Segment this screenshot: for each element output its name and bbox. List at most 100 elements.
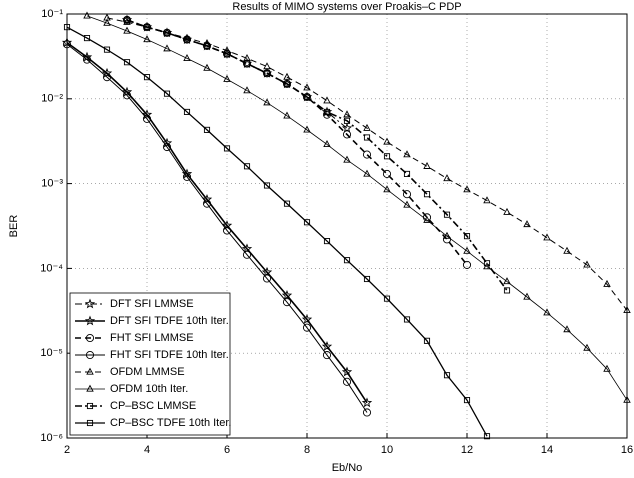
- marker: [203, 39, 211, 47]
- marker: [283, 200, 291, 207]
- y-tick-label: 10⁻¹: [41, 8, 63, 20]
- marker: [223, 50, 231, 57]
- marker: [483, 260, 491, 267]
- marker: [223, 145, 231, 152]
- legend-marker: [85, 350, 95, 360]
- marker: [463, 397, 471, 404]
- x-tick-label: 12: [461, 444, 473, 456]
- series-line: [126, 19, 468, 266]
- legend-label: FHT SFI LMMSE: [110, 332, 194, 344]
- marker: [221, 220, 233, 230]
- marker: [423, 161, 431, 169]
- marker: [341, 122, 353, 133]
- marker: [282, 79, 292, 88]
- marker: [323, 108, 331, 115]
- marker: [623, 306, 631, 314]
- marker: [202, 199, 212, 208]
- marker: [283, 72, 291, 80]
- marker: [321, 341, 333, 351]
- marker: [323, 140, 331, 148]
- marker: [382, 169, 392, 178]
- marker: [362, 408, 372, 417]
- marker: [123, 59, 131, 66]
- marker: [262, 69, 272, 78]
- x-axis-label: Eb/No: [332, 462, 363, 474]
- marker: [162, 142, 172, 152]
- legend-marker: [86, 402, 94, 410]
- marker: [583, 343, 591, 351]
- marker: [182, 172, 192, 181]
- x-tick-label: 6: [224, 444, 230, 456]
- marker: [603, 364, 611, 372]
- marker: [523, 220, 531, 228]
- marker: [82, 55, 92, 64]
- marker: [443, 174, 451, 182]
- marker: [223, 46, 231, 54]
- marker: [343, 155, 351, 163]
- legend-label: FHT SFI TDFE 10th Iter.: [110, 349, 229, 361]
- marker: [503, 207, 511, 215]
- marker: [143, 74, 151, 81]
- marker: [203, 63, 211, 71]
- marker: [241, 243, 253, 254]
- series-line: [66, 43, 368, 413]
- marker: [283, 80, 291, 87]
- marker: [403, 316, 411, 323]
- marker: [123, 17, 131, 25]
- marker: [543, 233, 551, 241]
- marker: [362, 150, 372, 159]
- marker: [141, 109, 153, 120]
- marker: [282, 298, 292, 307]
- marker: [363, 123, 371, 131]
- legend-label: DFT SFI LMMSE: [110, 298, 194, 310]
- legend-label: OFDM 10th Iter.: [110, 383, 188, 395]
- marker: [363, 134, 371, 141]
- marker: [483, 433, 491, 440]
- marker: [463, 185, 471, 193]
- marker: [361, 397, 373, 408]
- y-tick-label: 10⁻⁴: [40, 262, 63, 274]
- marker: [322, 351, 332, 360]
- marker: [121, 86, 133, 97]
- marker: [383, 137, 391, 145]
- marker: [523, 292, 531, 300]
- x-tick-label: 4: [144, 444, 150, 456]
- marker: [363, 275, 371, 283]
- marker: [203, 126, 211, 133]
- series-line: [66, 41, 368, 404]
- chart-title: Results of MIMO systems over Proakis–C P…: [232, 1, 461, 13]
- marker: [443, 211, 451, 218]
- marker: [341, 366, 353, 377]
- legend-box: [69, 292, 231, 436]
- marker: [342, 377, 352, 386]
- x-tick-label: 10: [381, 444, 393, 456]
- marker: [443, 231, 451, 239]
- marker: [302, 323, 312, 332]
- x-tick-label: 8: [304, 444, 310, 456]
- marker: [201, 194, 213, 204]
- marker: [122, 91, 132, 100]
- marker: [303, 219, 311, 226]
- marker: [83, 35, 91, 42]
- marker: [623, 395, 631, 403]
- marker: [243, 53, 251, 61]
- marker: [83, 11, 91, 19]
- marker: [223, 74, 231, 82]
- marker: [123, 16, 131, 24]
- y-tick-label: 10⁻⁶: [40, 432, 63, 444]
- series-line: [126, 19, 348, 129]
- y-tick-label: 10⁻²: [41, 93, 63, 105]
- marker: [343, 257, 351, 264]
- marker: [81, 51, 93, 62]
- y-axis-label: BER: [8, 215, 20, 238]
- marker: [163, 29, 171, 36]
- x-tick-label: 16: [621, 444, 633, 456]
- marker: [463, 246, 471, 254]
- legend-marker: [86, 384, 94, 392]
- legend-label: CP–BSC TDFE 10th Iter.: [110, 417, 231, 429]
- marker: [403, 170, 411, 177]
- marker: [583, 260, 591, 268]
- x-tick-label: 2: [64, 444, 70, 456]
- marker: [423, 215, 431, 223]
